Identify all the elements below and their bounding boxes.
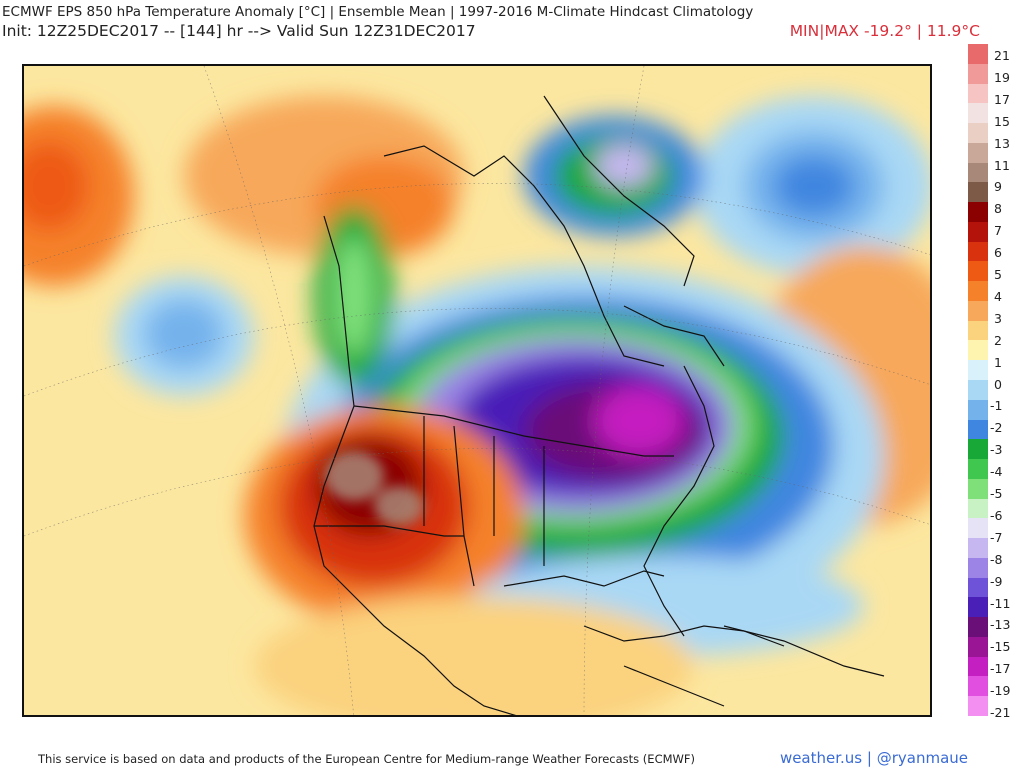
- colorbar-cell: [968, 459, 988, 480]
- colorbar-cell: [968, 478, 988, 500]
- colorbar-cell: [968, 261, 988, 282]
- colorbar-cell: [968, 360, 988, 381]
- colorbar-cell: [968, 162, 988, 183]
- colorbar-cell: [968, 696, 988, 717]
- colorbar-cell: [968, 123, 988, 144]
- colorbar-cell: [968, 142, 988, 164]
- colorbar-tick-label: 6: [994, 245, 1002, 261]
- colorbar-tick-label: -15: [990, 639, 1011, 655]
- credit-link[interactable]: weather.us | @ryanmaue: [779, 749, 968, 767]
- colorbar-tick-label: 0: [994, 376, 1002, 392]
- colorbar-cell: [968, 221, 988, 243]
- colorbar-tick-label: -13: [990, 617, 1011, 633]
- colorbar-tick-label: 7: [994, 223, 1002, 239]
- ecmwf-attribution: This service is based on data and produc…: [38, 752, 695, 766]
- temperature-anomaly-map: [22, 64, 932, 717]
- colorbar-tick-label: -7: [990, 529, 1003, 545]
- colorbar-tick-label: -4: [990, 464, 1003, 480]
- colorbar-cell: [968, 241, 988, 262]
- colorbar-cell: [968, 103, 988, 124]
- colorbar-tick-label: 11: [994, 157, 1010, 173]
- map-subtitle: Init: 12Z25DEC2017 -- [144] hr --> Valid…: [2, 22, 476, 40]
- colorbar-cell: [968, 636, 988, 658]
- colorbar-cell: [968, 557, 988, 579]
- colorbar-cell: [968, 399, 988, 420]
- colorbar-cell: [968, 83, 988, 104]
- colorbar-cell: [968, 617, 988, 638]
- colorbar-cell: [968, 340, 988, 361]
- colorbar-tick-label: 9: [994, 179, 1002, 195]
- colorbar-legend: 21 19 17 15 13 11 9 8 7 6 5 4 3 2 1 0 -1 -2 -3 -4 -5 -6 -7 -8 -9…: [968, 44, 1020, 724]
- colorbar-cell: [968, 498, 988, 519]
- colorbar-cell: [968, 281, 988, 302]
- colorbar-tick-label: 1: [994, 354, 1002, 370]
- colorbar-cell: [968, 300, 988, 322]
- colorbar-tick-label: -21: [990, 705, 1011, 720]
- colorbar-tick-label: -1: [990, 398, 1003, 414]
- colorbar-tick-label: 2: [994, 332, 1002, 348]
- colorbar-cell: [968, 320, 988, 341]
- colorbar-tick-label: -3: [990, 442, 1003, 458]
- colorbar-cell: [968, 656, 988, 677]
- colorbar-cell: [968, 202, 988, 223]
- colorbar-tick-label: 17: [994, 91, 1010, 107]
- colorbar-tick-label: -17: [990, 661, 1011, 677]
- colorbar-tick-label: 5: [994, 267, 1002, 282]
- colorbar-cell: [968, 597, 988, 618]
- map-title: ECMWF EPS 850 hPa Temperature Anomaly [°…: [2, 4, 754, 20]
- colorbar-tick-label: 21: [994, 48, 1010, 63]
- colorbar-tick-label: -11: [990, 595, 1011, 611]
- colorbar-tick-label: -6: [990, 507, 1003, 523]
- colorbar-tick-label: -8: [990, 551, 1003, 567]
- min-max-readout: MIN|MAX -19.2° | 11.9°C: [789, 22, 980, 40]
- colorbar-tick-label: 13: [994, 135, 1010, 151]
- colorbar-cell: [968, 44, 988, 65]
- colorbar-cell: [968, 518, 988, 539]
- colorbar-tick-label: -2: [990, 420, 1003, 436]
- colorbar-tick-label: -5: [990, 486, 1003, 501]
- colorbar-tick-label: 4: [994, 288, 1002, 304]
- map-field: [24, 66, 930, 715]
- colorbar-tick-label: -19: [990, 683, 1011, 699]
- colorbar-cell: [968, 676, 988, 697]
- colorbar-tick-label: 19: [994, 69, 1010, 85]
- colorbar-cell: [968, 538, 988, 559]
- colorbar-cell: [968, 419, 988, 440]
- colorbar-tick-label: 3: [994, 310, 1002, 326]
- colorbar-cell: [968, 63, 988, 84]
- colorbar-tick-label: 8: [994, 201, 1002, 217]
- colorbar-cell: [968, 439, 988, 460]
- colorbar-cell: [968, 380, 988, 401]
- colorbar-tick-label: 15: [994, 113, 1010, 129]
- colorbar-cell: [968, 182, 988, 203]
- colorbar-cell: [968, 577, 988, 598]
- colorbar-tick-label: -9: [990, 573, 1003, 589]
